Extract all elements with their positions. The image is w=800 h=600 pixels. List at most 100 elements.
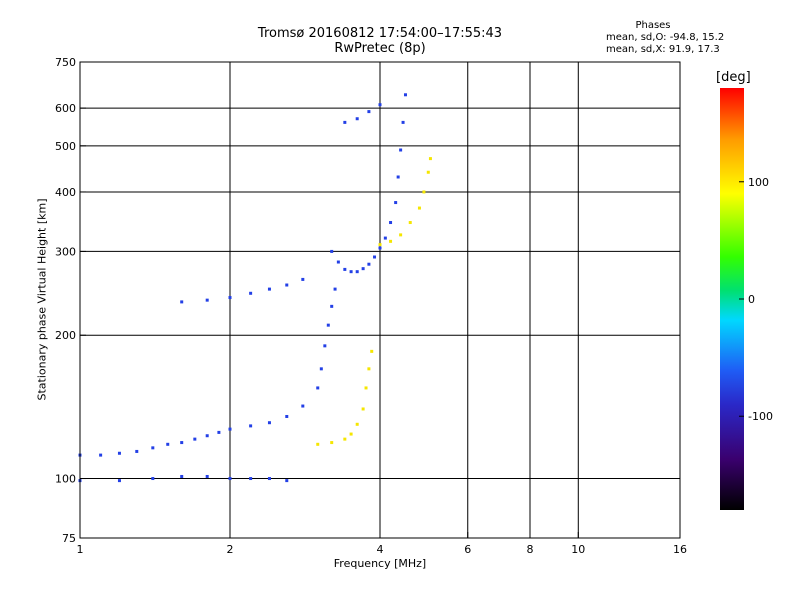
data-point-o: [117, 479, 121, 483]
data-point-o: [267, 477, 271, 481]
data-point-o: [330, 249, 334, 253]
data-point-o: [330, 304, 334, 308]
data-point-o: [403, 93, 407, 97]
data-point-x: [408, 221, 412, 225]
data-point-o: [319, 367, 323, 371]
data-point-o: [151, 446, 155, 450]
data-point-o: [285, 479, 289, 483]
data-point-x: [349, 432, 353, 436]
x-tick-label: 16: [673, 543, 687, 556]
data-point-o: [228, 427, 232, 431]
x-tick-label: 10: [571, 543, 585, 556]
data-point-o: [349, 270, 353, 274]
data-point-o: [249, 424, 253, 428]
data-point-o: [99, 453, 103, 457]
data-point-o: [135, 449, 139, 453]
data-point-o: [399, 148, 403, 152]
data-point-x: [422, 190, 426, 194]
axis-ticks: 1 2 4 6 8 10 16 75 100 200 300 400 500 600 750: [55, 56, 687, 556]
data-point-o: [193, 437, 197, 441]
data-point-x: [417, 206, 421, 210]
data-point-o: [117, 451, 121, 455]
data-point-o: [180, 441, 184, 445]
x-tick-label: 8: [527, 543, 534, 556]
chart-subtitle: RwPretec (8p): [334, 41, 426, 56]
data-point-o: [316, 386, 320, 390]
data-point-o: [367, 262, 371, 266]
data-point-x: [316, 442, 320, 446]
data-point-o: [396, 175, 400, 179]
data-point-o: [401, 120, 405, 124]
data-point-x: [367, 367, 371, 371]
x-tick-label: 4: [377, 543, 384, 556]
data-point-o: [336, 260, 340, 264]
y-tick-label: 200: [55, 329, 76, 342]
data-point-x: [378, 243, 382, 247]
data-point-o: [326, 323, 330, 327]
data-point-o: [333, 287, 337, 291]
y-tick-label: 300: [55, 245, 76, 258]
colorbar-tick-label: 100: [748, 176, 769, 189]
data-point-o: [217, 430, 221, 434]
data-point-x: [428, 157, 432, 161]
grid-lines: [80, 62, 680, 538]
y-tick-label: 750: [55, 56, 76, 69]
colorbar-unit-label: [deg]: [716, 70, 751, 85]
data-point-o: [166, 442, 170, 446]
data-point-x: [343, 437, 347, 441]
data-point-o: [394, 201, 398, 205]
chart-title: Tromsø 20160812 17:54:00–17:55:43: [257, 26, 503, 41]
data-point-o: [285, 283, 289, 287]
y-tick-label: 100: [55, 473, 76, 486]
data-point-o: [285, 414, 289, 418]
data-point-o: [378, 246, 382, 250]
data-point-o: [267, 421, 271, 425]
data-point-o: [355, 117, 359, 121]
y-tick-label: 600: [55, 102, 76, 115]
data-point-o: [249, 477, 253, 481]
y-tick-label: 500: [55, 140, 76, 153]
data-point-o: [205, 298, 209, 302]
data-point-x: [364, 386, 368, 390]
data-point-o: [389, 221, 393, 225]
y-tick-label: 400: [55, 186, 76, 199]
data-point-o: [267, 287, 271, 291]
x-tick-label: 1: [77, 543, 84, 556]
data-point-o: [228, 296, 232, 300]
y-tick-label: 75: [62, 532, 76, 545]
data-point-x: [355, 422, 359, 426]
data-point-x: [389, 239, 393, 243]
data-point-o: [361, 267, 365, 271]
data-point-o: [205, 474, 209, 478]
colorbar-tick-label: -100: [748, 410, 773, 423]
data-point-o: [378, 103, 382, 107]
data-point-o: [367, 110, 371, 114]
colorbar-ticks: 100 0 -100: [739, 176, 773, 423]
colorbar-tick-label: 0: [748, 293, 755, 306]
data-point-o: [373, 255, 377, 259]
data-point-o: [180, 474, 184, 478]
phases-x-stats: mean, sd,X: 91.9, 17.3: [606, 44, 720, 55]
data-point-o: [301, 404, 305, 408]
x-tick-label: 2: [227, 543, 234, 556]
data-point-x: [426, 170, 430, 174]
data-point-x: [361, 407, 365, 411]
x-axis-label: Frequency [MHz]: [333, 557, 427, 570]
data-point-x: [330, 441, 334, 445]
data-point-o: [151, 477, 155, 481]
phases-o-stats: mean, sd,O: -94.8, 15.2: [606, 32, 725, 43]
data-point-o: [383, 236, 387, 240]
data-point-o: [205, 434, 209, 438]
data-points: [78, 93, 432, 483]
x-tick-label: 6: [464, 543, 471, 556]
data-point-o: [228, 477, 232, 481]
data-point-o: [323, 344, 327, 348]
data-point-o: [301, 277, 305, 281]
data-point-o: [249, 291, 253, 295]
data-point-o: [180, 300, 184, 304]
data-point-x: [399, 233, 403, 237]
data-point-x: [370, 349, 374, 353]
data-point-o: [355, 270, 359, 274]
data-point-o: [343, 267, 347, 271]
